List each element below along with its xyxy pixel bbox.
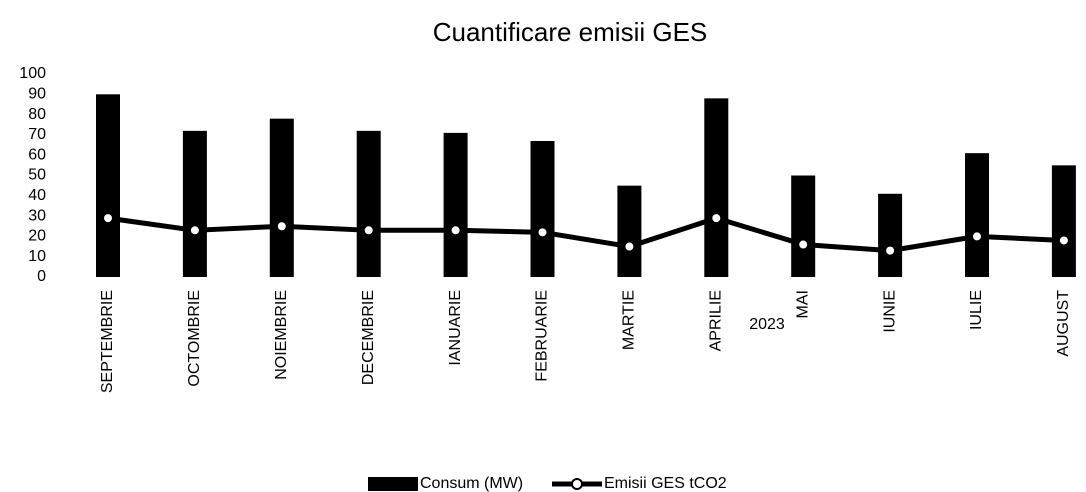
x-tick-label: NOIEMBRIE: [273, 290, 290, 380]
line-marker: [102, 212, 114, 225]
line-marker: [623, 240, 636, 253]
bar: [356, 130, 381, 277]
bar: [443, 132, 468, 277]
x-tick-label: OCTOMBRIE: [186, 290, 203, 387]
y-tick-label: 20: [28, 228, 46, 245]
x-tick-label: FEBRUARIE: [534, 290, 551, 382]
bar: [1051, 165, 1076, 277]
bar: [269, 118, 294, 277]
line-marker: [710, 212, 723, 225]
line-marker: [1057, 234, 1070, 247]
x-tick-label: IUNIE: [881, 290, 898, 333]
legend-label: Emisii GES tCO2: [604, 475, 727, 492]
bar: [182, 130, 207, 277]
y-tick-label: 30: [28, 207, 46, 224]
x-tick-label: SEPTEMBRIE: [99, 290, 116, 393]
line-marker: [362, 224, 375, 237]
bar: [965, 153, 989, 277]
y-tick-label: 40: [28, 187, 46, 204]
y-tick-label: 100: [19, 65, 46, 82]
x-tick-label: IANUARIE: [447, 290, 464, 366]
y-tick-label: 70: [28, 126, 46, 143]
y-tick-label: 90: [28, 86, 46, 103]
x-tick-label: AUGUST: [1055, 290, 1072, 357]
bar: [878, 193, 903, 277]
chart-title: Cuantificare emisii GES: [433, 17, 708, 47]
x-tick-label: MAI: [794, 290, 811, 318]
bar: [704, 98, 729, 277]
x-tick-label: APRILIE: [708, 290, 725, 351]
line-marker: [188, 224, 201, 237]
x-tick-label: MARTIE: [621, 290, 638, 350]
line-marker: [797, 238, 810, 251]
line-marker: [971, 230, 983, 243]
line-marker: [884, 244, 897, 257]
bar: [96, 94, 120, 277]
x-tick-label: IULIE: [968, 290, 985, 330]
bar: [530, 140, 555, 277]
legend-swatch: [368, 477, 418, 491]
line-marker: [536, 226, 549, 239]
x-axis-label: 2023: [749, 316, 785, 333]
y-tick-label: 0: [37, 268, 46, 285]
line-marker: [275, 220, 288, 233]
y-tick-label: 80: [28, 106, 46, 123]
line: [107, 215, 1065, 254]
y-tick-label: 10: [28, 248, 46, 265]
y-tick-label: 50: [28, 167, 46, 184]
legend-label: Consum (MW): [420, 475, 523, 492]
legend-swatch: [571, 478, 583, 490]
line-marker: [449, 224, 462, 237]
bar: [791, 175, 816, 277]
bar: [617, 185, 642, 277]
y-tick-label: 60: [28, 146, 46, 163]
x-tick-label: DECEMBRIE: [360, 290, 377, 385]
